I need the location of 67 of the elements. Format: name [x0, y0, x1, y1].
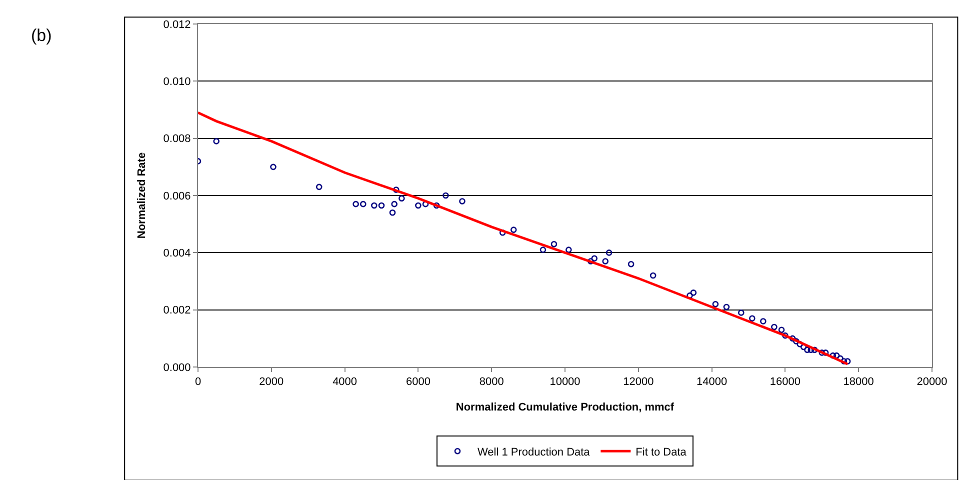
point	[391, 200, 398, 208]
x-axis-title: Normalized Cumulative Production, mmcf	[456, 401, 674, 414]
point	[602, 258, 609, 264]
y-tick-label: 0.012	[163, 18, 191, 31]
x-tick-label: 18000	[843, 376, 874, 388]
point	[778, 326, 785, 333]
point	[591, 255, 598, 262]
point	[433, 202, 440, 209]
text: (b)	[31, 26, 52, 45]
point	[415, 202, 422, 209]
point	[738, 310, 744, 316]
y-tick-label: 0.010	[163, 76, 191, 88]
x-tick-label: 20000	[916, 376, 948, 388]
point	[422, 200, 429, 208]
point	[723, 304, 730, 310]
point	[459, 198, 466, 204]
y-tick-label: 0.006	[163, 190, 191, 202]
point	[789, 335, 796, 342]
point	[811, 346, 818, 353]
legend-label: Well 1 Production Data	[478, 446, 591, 458]
point	[760, 318, 766, 324]
point	[213, 138, 220, 144]
x-tick-label: 14000	[696, 376, 728, 388]
point	[398, 195, 405, 202]
x-tick-label: 0	[194, 376, 202, 388]
point	[389, 210, 396, 216]
point	[588, 258, 594, 264]
point	[316, 184, 322, 190]
x-tick-label: 10000	[550, 376, 580, 388]
y-tick-label: 0.004	[163, 248, 191, 260]
point	[833, 352, 840, 359]
x-tick-label: 12000	[623, 376, 654, 388]
point	[712, 300, 719, 308]
point	[360, 200, 366, 208]
point	[510, 226, 517, 233]
point	[628, 260, 634, 268]
point	[782, 332, 788, 339]
point	[822, 350, 829, 356]
point	[442, 192, 449, 199]
point	[771, 324, 778, 330]
point	[818, 350, 826, 356]
point	[606, 250, 612, 256]
point	[804, 346, 810, 353]
point	[650, 272, 656, 279]
y-tick-label: 0.002	[163, 304, 191, 317]
point	[352, 200, 359, 208]
y-tick-label: 0.000	[163, 362, 191, 374]
x-tick-label: 8000	[479, 376, 504, 388]
x-tick-label: 6000	[406, 376, 430, 388]
point	[540, 246, 546, 253]
point	[499, 230, 506, 236]
point	[378, 202, 385, 209]
y-axis-title: Normalized Rate	[136, 152, 148, 239]
x-tick-label: 2000	[259, 376, 284, 388]
x-tick-label: 16000	[770, 376, 800, 388]
point	[550, 240, 558, 248]
y-tick-label: 0.008	[163, 133, 191, 146]
point	[686, 292, 693, 299]
point	[844, 358, 851, 364]
point	[371, 202, 378, 209]
x-tick-label: 4000	[332, 376, 358, 388]
point	[566, 246, 572, 253]
point	[749, 315, 756, 322]
point	[393, 186, 400, 193]
point	[270, 164, 276, 170]
legend-label: Fit to Data	[636, 446, 688, 458]
point	[690, 290, 697, 296]
